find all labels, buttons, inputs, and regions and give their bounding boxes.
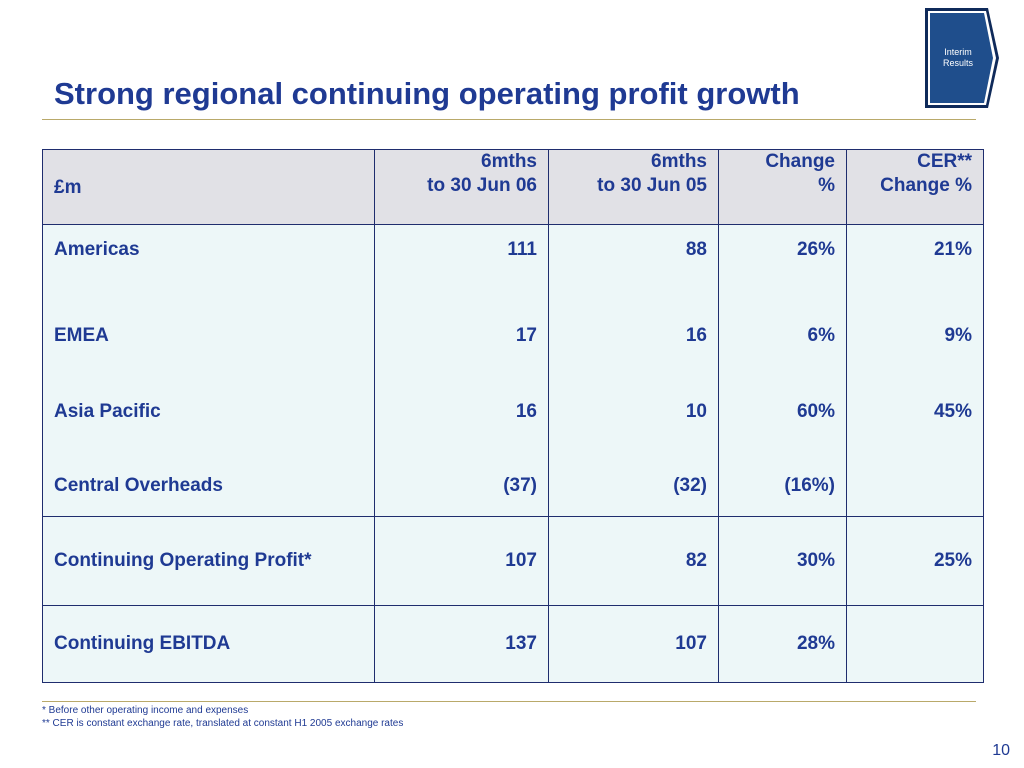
header-change-line2: % [818, 175, 835, 196]
cell-cer: 25% [846, 516, 984, 606]
header-jun06-line2: to 30 Jun 06 [427, 175, 537, 196]
cell-jun05: 10 [548, 382, 719, 459]
table-row: Continuing Operating Profit* 107 82 30% … [42, 516, 984, 606]
cell-change: 6% [718, 306, 847, 383]
row-label: EMEA [42, 306, 375, 383]
footnotes: * Before other operating income and expe… [42, 704, 403, 730]
table-row: Americas 111 88 26% 21% [42, 224, 984, 307]
cell-jun06: 17 [374, 306, 549, 383]
row-label: Continuing Operating Profit* [42, 516, 375, 606]
cell-jun05: 16 [548, 306, 719, 383]
header-jun05-line1: 6mths [651, 151, 707, 172]
table-row: Central Overheads (37) (32) (16%) [42, 458, 984, 517]
header-jun05: 6mths to 30 Jun 05 [548, 149, 719, 225]
header-jun06: 6mths to 30 Jun 06 [374, 149, 549, 225]
footnote-cer: ** CER is constant exchange rate, transl… [42, 718, 404, 729]
footnote-operating-income: * Before other operating income and expe… [42, 705, 249, 716]
cell-cer [846, 458, 984, 517]
footer-divider [42, 701, 976, 702]
profit-table: £m 6mths to 30 Jun 06 6mths to 30 Jun 05… [42, 149, 984, 683]
cell-jun05: 82 [548, 516, 719, 606]
header-jun05-line2: to 30 Jun 05 [597, 175, 707, 196]
table-header-row: £m 6mths to 30 Jun 06 6mths to 30 Jun 05… [42, 149, 984, 225]
header-jun06-line1: 6mths [481, 151, 537, 172]
header-cer-line2: Change % [880, 175, 972, 196]
cell-jun06: 137 [374, 605, 549, 683]
badge-line-2: Results [942, 58, 973, 68]
header-change-line1: Change [765, 151, 835, 172]
cell-jun06: 107 [374, 516, 549, 606]
row-label: Americas [42, 224, 375, 307]
cell-change: (16%) [718, 458, 847, 517]
interim-results-badge [925, 8, 999, 108]
cell-jun06: 16 [374, 382, 549, 459]
row-label: Asia Pacific [42, 382, 375, 459]
badge-label: Interim Results [926, 47, 990, 69]
page-number: 10 [992, 742, 1010, 759]
cell-change: 26% [718, 224, 847, 307]
row-label: Central Overheads [42, 458, 375, 517]
header-change: Change % [718, 149, 847, 225]
table-row: EMEA 17 16 6% 9% [42, 306, 984, 383]
cell-cer: 9% [846, 306, 984, 383]
cell-cer: 21% [846, 224, 984, 307]
cell-change: 60% [718, 382, 847, 459]
cell-change: 28% [718, 605, 847, 683]
cell-jun06: 111 [374, 224, 549, 307]
cell-jun05: (32) [548, 458, 719, 517]
table-row: Continuing EBITDA 137 107 28% [42, 605, 984, 683]
cell-cer: 45% [846, 382, 984, 459]
row-label: Continuing EBITDA [42, 605, 375, 683]
header-cer: CER** Change % [846, 149, 984, 225]
header-cer-line1: CER** [917, 151, 972, 172]
cell-jun05: 107 [548, 605, 719, 683]
cell-jun06: (37) [374, 458, 549, 517]
badge-line-1: Interim [944, 47, 972, 57]
slide-title: Strong regional continuing operating pro… [54, 76, 800, 111]
cell-jun05: 88 [548, 224, 719, 307]
title-divider [42, 119, 976, 120]
header-currency: £m [42, 149, 375, 225]
table-row: Asia Pacific 16 10 60% 45% [42, 382, 984, 459]
cell-change: 30% [718, 516, 847, 606]
cell-cer [846, 605, 984, 683]
